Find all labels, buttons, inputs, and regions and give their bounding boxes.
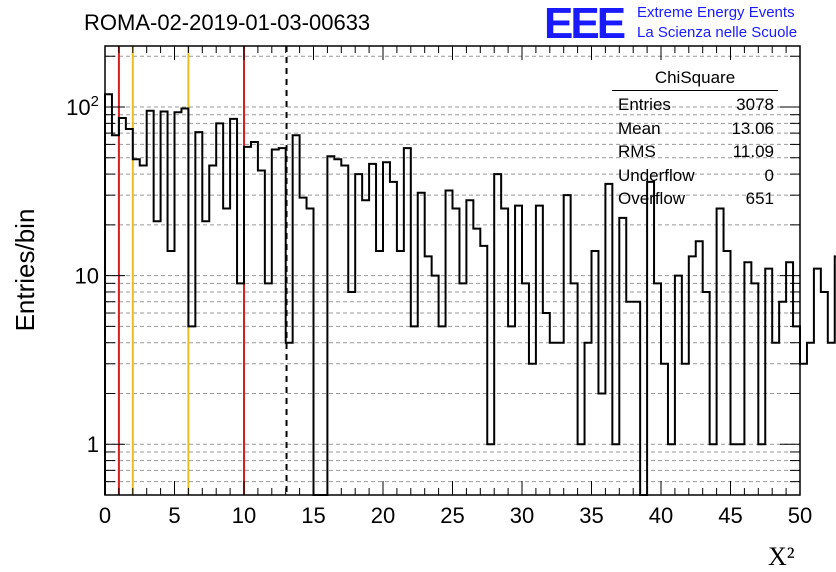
stats-row: Mean 13.06 [612,117,778,141]
logo-line-2: La Scienza nelle Scuole [637,24,798,41]
y-tick-label: 1 [87,432,99,457]
x-tick-label: 5 [168,503,180,528]
stats-label: Overflow [618,189,686,208]
reference-lines [117,46,288,495]
grid-lines [105,55,800,496]
stats-label: Underflow [618,165,695,185]
stats-title: ChiSquare [612,66,778,91]
x-tick-label: 50 [788,503,812,528]
eee-logo: EEE [544,0,626,48]
x-tick-label: 30 [510,503,534,528]
y-tick-label: 10 [75,264,99,289]
logo-line-1: Extreme Energy Events [637,4,795,21]
x-tick-label: 15 [301,503,325,528]
stats-row: Entries 3078 [612,93,778,117]
x-tick-label: 25 [440,503,464,528]
x-tick-label: 35 [579,503,603,528]
histogram-series [104,93,836,496]
x-tick-label: 40 [649,503,673,528]
x-tick-label: 45 [718,503,742,528]
chart-title: ROMA-02-2019-01-03-00633 [84,10,371,35]
stats-row: Overflow 651 [612,187,778,211]
stats-label: Entries [618,95,671,114]
stats-value: 13.06 [731,118,774,138]
stats-value: 11.09 [732,142,774,161]
stats-value: 3078 [736,95,774,114]
stats-row: RMS 11.09 [612,140,778,164]
y-tick-label: 102 [66,93,99,120]
stats-value: 0 [764,165,774,185]
stats-label: RMS [618,142,656,161]
x-tick-label: 0 [99,503,111,528]
x-axis-label: X² [768,542,795,571]
stats-row: Underflow 0 [612,164,778,188]
statistics-box: ChiSquare Entries 3078 Mean 13.06 RMS 11.09… [612,66,778,211]
x-tick-label: 20 [371,503,395,528]
stats-value: 651 [745,189,774,208]
y-axis-label: Entries/bin [10,209,40,332]
stats-label: Mean [618,118,661,138]
x-tick-label: 10 [232,503,256,528]
